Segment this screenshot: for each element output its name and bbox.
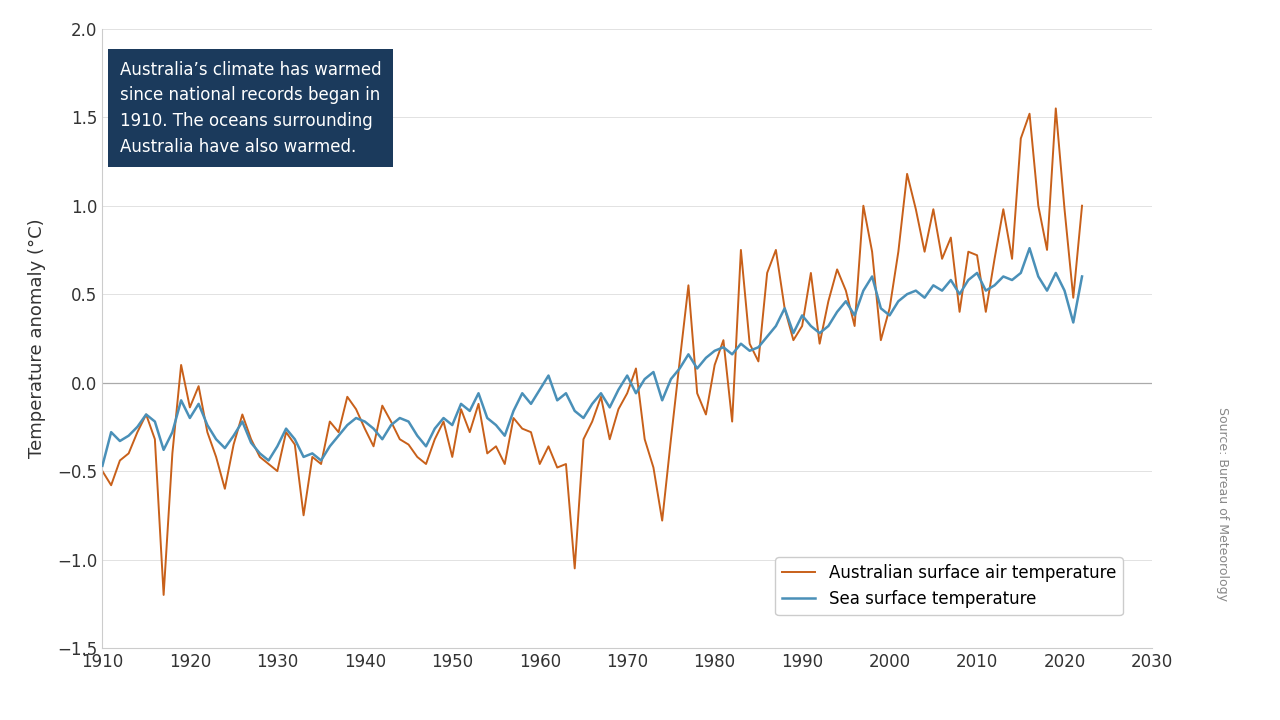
Australian surface air temperature (122, 449, 137, 458)
Australian surface air temperature (838, 287, 854, 295)
Sea surface temperature (1005, 276, 1020, 284)
Australian surface air temperature (1048, 104, 1064, 113)
Line: Sea surface temperature: Sea surface temperature (102, 248, 1082, 466)
Legend: Australian surface air temperature, Sea surface temperature: Australian surface air temperature, Sea … (776, 557, 1123, 615)
Australian surface air temperature (419, 459, 434, 468)
Sea surface temperature (909, 287, 924, 295)
Sea surface temperature (122, 431, 137, 440)
Australian surface air temperature (95, 467, 110, 475)
Sea surface temperature (410, 431, 425, 440)
Line: Australian surface air temperature: Australian surface air temperature (102, 109, 1082, 595)
Australian surface air temperature (129, 428, 145, 436)
Sea surface temperature (1021, 244, 1037, 253)
Australian surface air temperature (156, 590, 172, 599)
Sea surface temperature (129, 423, 145, 431)
Y-axis label: Temperature anomaly (°C): Temperature anomaly (°C) (28, 219, 46, 458)
Australian surface air temperature (1014, 134, 1029, 143)
Text: Australia’s climate has warmed
since national records began in
1910. The oceans : Australia’s climate has warmed since nat… (120, 60, 381, 156)
Australian surface air temperature (916, 248, 932, 256)
Sea surface temperature (1074, 272, 1089, 281)
Text: Source: Bureau of Meteorology: Source: Bureau of Meteorology (1216, 407, 1229, 601)
Sea surface temperature (95, 462, 110, 470)
Sea surface temperature (829, 307, 845, 316)
Australian surface air temperature (1074, 202, 1089, 210)
